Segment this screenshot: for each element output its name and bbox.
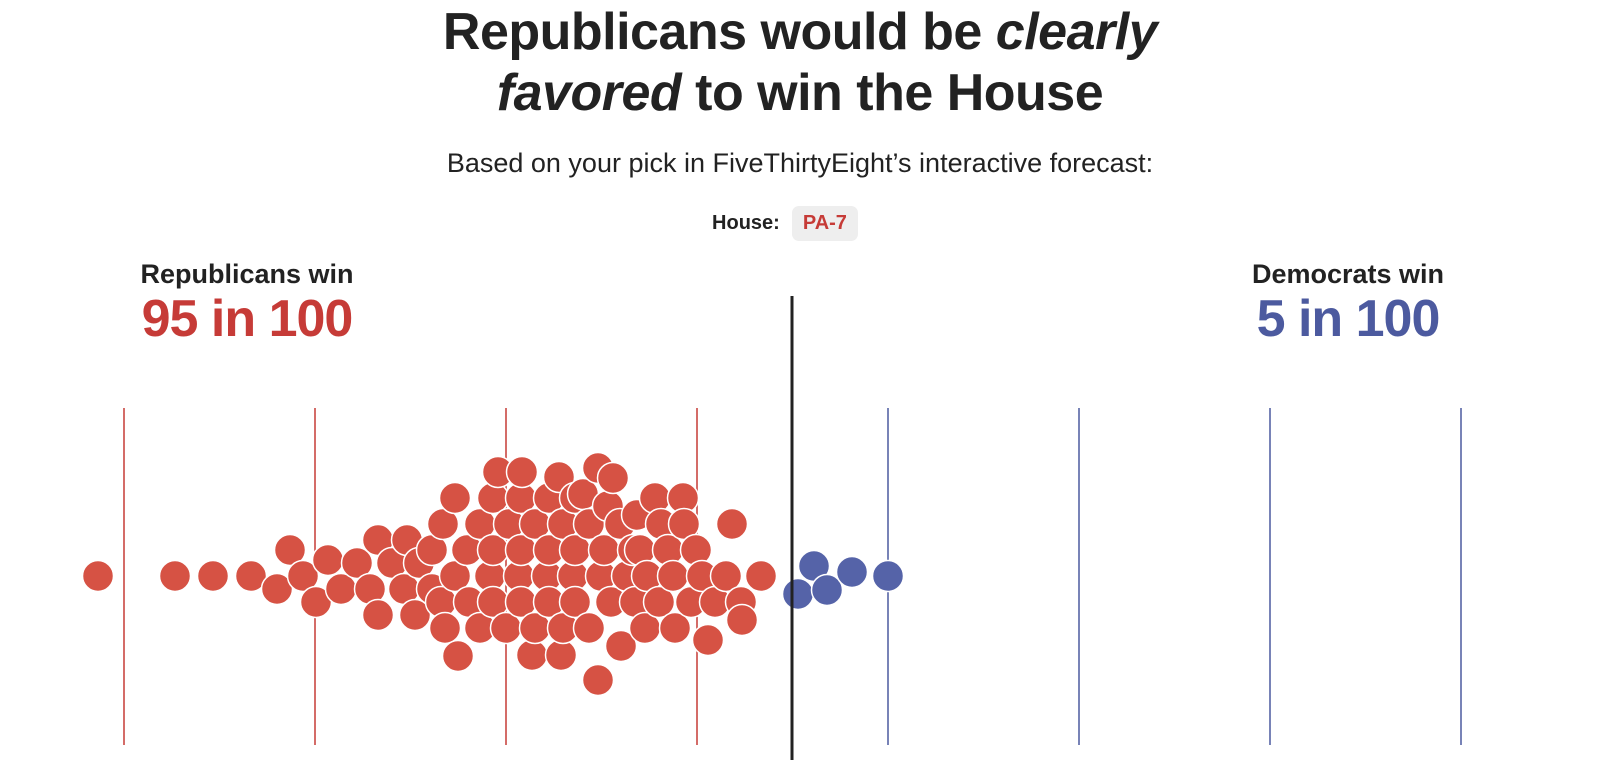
republican-outcome-dot [273,533,307,567]
republican-outcome-dot [515,638,549,672]
chart-title: Republicans would be clearly favored to … [0,2,1600,124]
republicans-summary: Republicans win 95 in 100 [127,258,367,348]
republican-outcome-dot [604,629,638,663]
republican-outcome-dot [260,572,294,606]
democrat-outcome-dot [871,559,905,593]
democrats-win-value: 5 in 100 [1256,290,1441,348]
republican-outcome-dot [398,598,432,632]
title-text-part1: Republicans would be [442,3,996,61]
republican-outcome-dot [505,455,539,489]
title-emphasis-clearly: clearly [995,3,1158,61]
republican-outcome-dot [581,663,615,697]
republican-outcome-dot [340,546,374,580]
republican-outcome-dot [311,543,345,577]
republican-outcome-dot [656,559,690,593]
republican-outcome-dot [709,559,743,593]
republican-outcome-dot [286,559,320,593]
title-emphasis-favored: favored [496,64,682,122]
democrat-outcome-dot [781,577,815,611]
republican-outcome-dot [438,481,472,515]
pick-label: House: [712,212,780,234]
republican-outcome-dot [744,559,778,593]
republican-outcome-dot [361,598,395,632]
republican-outcome-dot [572,611,606,645]
chart-subtitle: Based on your pick in FiveThirtyEight’s … [446,148,1154,178]
democrat-outcome-dot [810,573,844,607]
republican-outcome-dot [234,559,268,593]
pick-row: House: PA-7 [0,206,1600,241]
republican-outcome-dot [158,559,192,593]
republican-outcome-dot [544,638,578,672]
democrats-win-label: Democrats win [1251,259,1445,289]
republican-outcome-dot [558,585,592,619]
republican-outcome-dot [691,623,725,657]
republican-outcome-dot [81,559,115,593]
republican-outcome-dot [658,611,692,645]
pick-chip[interactable]: PA-7 [791,206,858,241]
democrat-outcome-dot [835,555,869,589]
republican-outcome-dot [196,559,230,593]
republicans-win-value: 95 in 100 [141,290,354,348]
republican-outcome-dot [725,603,759,637]
republican-outcome-dot [596,461,630,495]
republican-outcome-dot [715,507,749,541]
republicans-win-label: Republicans win [140,259,354,289]
republican-outcome-dot [642,585,676,619]
title-text-part2: to win the House [681,64,1104,122]
republican-outcome-dot [441,639,475,673]
democrats-summary: Democrats win 5 in 100 [1228,258,1468,348]
republican-outcome-dot [428,611,462,645]
